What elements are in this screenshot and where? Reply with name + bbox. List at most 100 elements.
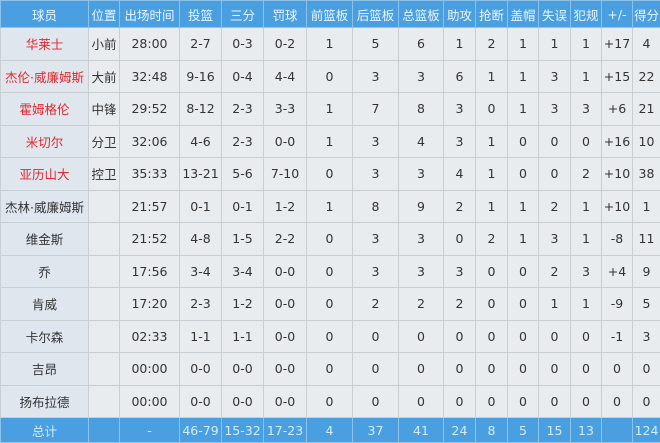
stat-cell: 3 (352, 222, 399, 256)
stat-cell: -8 (601, 222, 633, 256)
stat-cell: 13-21 (179, 157, 222, 191)
stat-cell: 5 (632, 287, 660, 321)
player-name[interactable]: 扬布拉德 (0, 384, 89, 418)
stat-cell: 4-6 (179, 124, 222, 158)
header-row: 球员 位置 出场时间 投篮 三分 罚球 前篮板 后篮板 总篮板 助攻 抢断 盖帽 失误 犯规 +/- 得分 (0, 0, 660, 28)
stat-cell: 2 (538, 254, 571, 288)
column-header[interactable]: 失误 (538, 0, 571, 28)
stat-cell: 17:56 (119, 254, 180, 288)
stat-cell: 0-0 (263, 254, 307, 288)
player-name[interactable]: 维金斯 (0, 222, 89, 256)
stat-cell: 0 (398, 319, 444, 353)
stat-cell: 0-3 (221, 27, 264, 61)
stat-cell: 大前 (88, 59, 120, 93)
stat-cell: +10 (601, 189, 633, 223)
stat-cell: 0 (398, 384, 444, 418)
stat-cell: 0 (352, 352, 399, 386)
stat-cell: 0 (306, 222, 353, 256)
stat-cell: 1 (475, 124, 508, 158)
stat-cell: 0 (443, 319, 476, 353)
column-header[interactable]: 抢断 (475, 0, 508, 28)
player-name[interactable]: 米切尔 (0, 124, 89, 158)
stat-cell: 2-3 (179, 287, 222, 321)
stat-cell: 1 (507, 222, 539, 256)
player-name[interactable]: 肯威 (0, 287, 89, 321)
player-name[interactable]: 吉昂 (0, 352, 89, 386)
stat-cell (88, 384, 120, 418)
stat-cell: 21:57 (119, 189, 180, 223)
stat-cell: 1 (306, 92, 353, 126)
player-row: 杰伦·威廉姆斯 大前 32:48 9-16 0-4 4-4 0 3 3 6 1 1 3 1 +15 22 (0, 59, 660, 93)
column-header[interactable]: 三分 (221, 0, 264, 28)
stat-cell: 3-3 (263, 92, 307, 126)
stat-cell: 0 (601, 384, 633, 418)
stat-cell: 35:33 (119, 157, 180, 191)
total-cell: 46-79 (179, 417, 222, 443)
stat-cell: 3 (352, 157, 399, 191)
stat-cell: 0 (570, 384, 602, 418)
stat-cell: -9 (601, 287, 633, 321)
stat-cell: 0 (538, 157, 571, 191)
player-name[interactable]: 卡尔森 (0, 319, 89, 353)
stat-cell: 2 (443, 189, 476, 223)
stat-cell: 3 (538, 92, 571, 126)
column-header[interactable]: 罚球 (263, 0, 307, 28)
stat-cell: 0-1 (179, 189, 222, 223)
stat-cell: 1 (570, 27, 602, 61)
column-header[interactable]: 位置 (88, 0, 120, 28)
column-header[interactable]: 助攻 (443, 0, 476, 28)
column-header[interactable]: 后篮板 (352, 0, 399, 28)
stat-cell: 6 (398, 27, 444, 61)
stat-cell: 3 (443, 254, 476, 288)
stat-cell: 0 (352, 384, 399, 418)
stat-cell: 0 (507, 352, 539, 386)
stat-cell: 3 (352, 59, 399, 93)
column-header[interactable]: 犯规 (570, 0, 602, 28)
total-cell: 15-32 (221, 417, 264, 443)
total-cell: 17-23 (263, 417, 307, 443)
player-name[interactable]: 华莱士 (0, 27, 89, 61)
stat-cell: 1 (570, 59, 602, 93)
column-header[interactable]: 盖帽 (507, 0, 539, 28)
player-row: 卡尔森 02:33 1-1 1-1 0-0 0 0 0 0 0 0 0 0 -1 3 (0, 319, 660, 353)
column-header[interactable]: 总篮板 (398, 0, 444, 28)
stat-cell: 控卫 (88, 157, 120, 191)
stat-cell: 3 (443, 124, 476, 158)
stat-cell: 0-0 (263, 384, 307, 418)
stat-cell: 3 (398, 157, 444, 191)
stat-cell: 1-2 (221, 287, 264, 321)
column-header[interactable]: +/- (601, 0, 633, 28)
column-header[interactable]: 球员 (0, 0, 89, 28)
stat-cell: 1 (570, 189, 602, 223)
stat-cell: 0 (507, 319, 539, 353)
column-header[interactable]: 投篮 (179, 0, 222, 28)
player-name[interactable]: 杰伦·威廉姆斯 (0, 59, 89, 93)
total-cell: 5 (507, 417, 539, 443)
stat-cell: 1 (306, 189, 353, 223)
total-cell (601, 417, 633, 443)
stat-cell: 1 (306, 124, 353, 158)
column-header[interactable]: 前篮板 (306, 0, 353, 28)
stat-cell: 0 (475, 287, 508, 321)
stat-cell: 0 (306, 157, 353, 191)
stat-cell: 1 (475, 189, 508, 223)
stat-cell: 9 (632, 254, 660, 288)
stat-cell: 5-6 (221, 157, 264, 191)
stat-cell (88, 352, 120, 386)
stat-cell: 4 (443, 157, 476, 191)
player-row: 华莱士 小前 28:00 2-7 0-3 0-2 1 5 6 1 2 1 1 1 +17 4 (0, 27, 660, 61)
player-name[interactable]: 乔 (0, 254, 89, 288)
stat-cell: 4-4 (263, 59, 307, 93)
stat-cell (88, 189, 120, 223)
stat-cell: 1 (538, 27, 571, 61)
column-header[interactable]: 出场时间 (119, 0, 180, 28)
stat-cell: 2 (352, 287, 399, 321)
player-name[interactable]: 杰林·威廉姆斯 (0, 189, 89, 223)
stat-cell: 0 (570, 124, 602, 158)
stat-cell: 0 (538, 319, 571, 353)
stat-cell: 1 (538, 287, 571, 321)
player-name[interactable]: 亚历山大 (0, 157, 89, 191)
stat-cell: 2-3 (221, 124, 264, 158)
player-name[interactable]: 霍姆格伦 (0, 92, 89, 126)
column-header[interactable]: 得分 (632, 0, 660, 28)
